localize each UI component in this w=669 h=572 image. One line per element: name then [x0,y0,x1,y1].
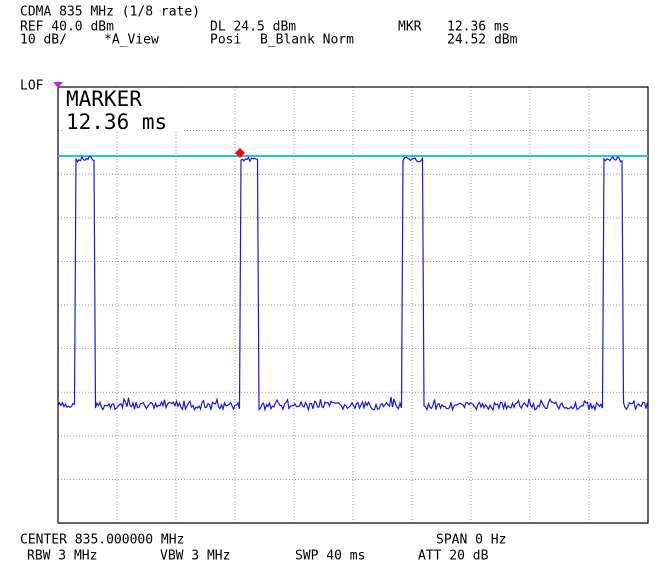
trace [57,155,649,413]
vbw: VBW 3 MHz [160,549,230,564]
marker-box [62,88,182,132]
marker-level: 24.52 dBm [447,33,518,48]
lo-flag: LOF [20,79,44,94]
marker-box-title: MARKER [66,87,142,111]
marker-label: MKR [398,20,422,35]
marker-box-value: 12.36 ms [66,110,167,134]
center-frequency: CENTER 835.000000 MHz [20,533,184,548]
span: SPAN 0 Hz [436,533,506,548]
trace-b: B_Blank Norm [260,33,354,48]
trace-a: *A_View [104,33,159,48]
marker-diamond [235,148,245,158]
ref-level: REF 40.0 dBm [20,20,114,35]
marker-time: 12.36 ms [447,20,510,35]
attenuation: ATT 20 dB [418,549,489,564]
header-title: CDMA 835 MHz (1/8 rate) [20,5,200,20]
sweep-time: SWP 40 ms [295,549,365,564]
detector: Posi [210,33,241,48]
display-line-level: DL 24.5 dBm [210,20,296,35]
rbw: RBW 3 MHz [27,549,97,564]
lo-flag-marker [53,82,63,88]
scale: 10 dB/ [20,33,67,48]
graticule-border [57,86,649,524]
